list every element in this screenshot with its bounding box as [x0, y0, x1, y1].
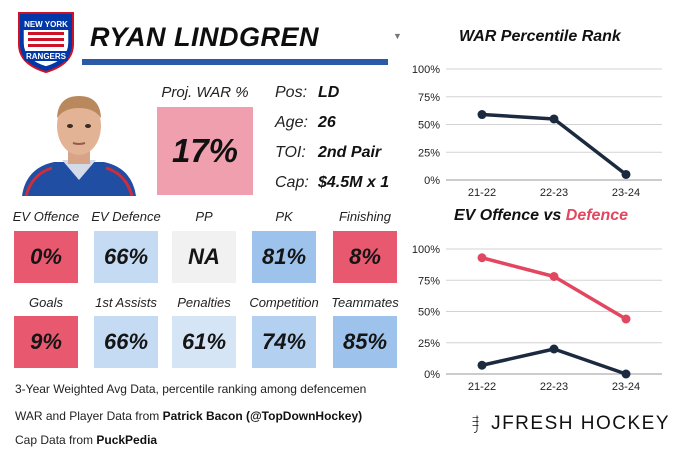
data-point — [549, 344, 559, 354]
stat-finishing: 8% — [333, 231, 397, 283]
brand-text: JFRESH HOCKEY — [491, 413, 670, 434]
y-tick-label: 50% — [418, 120, 440, 132]
x-tick-label: 22-23 — [540, 381, 568, 393]
info-toi: TOI: 2nd Pair — [275, 144, 405, 162]
y-tick-label: 75% — [418, 92, 440, 104]
data-point — [549, 272, 559, 281]
note-prefix: Cap Data from — [15, 433, 97, 447]
stat-ev-offence: 0% — [14, 231, 78, 283]
stat-label: PK — [275, 209, 293, 224]
info-label: Cap: — [275, 174, 309, 191]
stat-label: Finishing — [338, 209, 392, 224]
y-tick-label: 75% — [418, 275, 440, 287]
note-source: Patrick Bacon (@TopDownHockey) — [162, 409, 363, 423]
stat-pk: 81% — [252, 231, 316, 283]
ev-offence-defence-chart: 0% 25% 50% 75% 100% 21-22 22-23 23-24 — [412, 244, 662, 393]
proj-war-value: 17% — [157, 107, 253, 195]
info-label: TOI: — [275, 144, 306, 161]
note-source: PuckPedia — [96, 433, 158, 447]
team-logo: NEW YORK RANGERS — [15, 10, 77, 74]
stat-teammates: 85% — [333, 316, 397, 368]
data-point — [549, 114, 559, 124]
stat-penalties: 61% — [172, 316, 236, 368]
info-pos: Pos: LD — [275, 84, 405, 102]
data-point — [621, 314, 631, 324]
chart-title: WAR Percentile Rank — [459, 28, 621, 45]
x-tick-label: 23-24 — [612, 187, 640, 199]
info-age: Age: 26 — [275, 114, 405, 132]
name-underline — [82, 59, 388, 65]
y-tick-label: 100% — [412, 64, 440, 76]
y-tick-label: 100% — [412, 244, 440, 256]
info-label: Pos: — [275, 84, 308, 101]
chart-title-part: Defence — [565, 207, 629, 224]
stat-label: PP — [195, 209, 213, 224]
info-cap: Cap: $4.5M x 1 — [275, 174, 405, 192]
data-point — [477, 110, 487, 120]
player-headshot — [18, 88, 140, 197]
war-percentile-chart: 0% 25% 50% 75% 100% 21-22 22-23 23-24 — [412, 64, 662, 199]
x-tick-label: 21-22 — [468, 187, 496, 199]
chart-title: EV Offence vs Defence — [454, 207, 628, 225]
note-cap-source: Cap Data from PuckPedia — [15, 433, 157, 447]
stat-label: 1st Assists — [95, 295, 157, 310]
jfresh-logo-icon — [472, 415, 479, 433]
note-war-source: WAR and Player Data from Patrick Bacon (… — [15, 409, 362, 423]
chevron-down-icon[interactable]: ▼ — [393, 31, 402, 41]
info-label: Age: — [275, 114, 308, 131]
stat-goals: 9% — [14, 316, 78, 368]
series-line-0 — [481, 112, 628, 176]
logo-text-bottom: RANGERS — [26, 52, 67, 61]
stat-label: EV Defence — [91, 209, 161, 224]
data-point — [621, 169, 631, 179]
chart-title-part: EV Offence — [454, 207, 540, 224]
stat-label: Competition — [249, 295, 319, 310]
y-tick-label: 50% — [418, 307, 440, 319]
chart-title-part: vs — [539, 207, 566, 224]
stat-competition: 74% — [252, 316, 316, 368]
data-point — [477, 253, 487, 263]
note-methodology: 3-Year Weighted Avg Data, percentile ran… — [15, 382, 367, 396]
info-value: LD — [318, 84, 340, 101]
info-value: 26 — [318, 114, 336, 131]
series-line-0 — [481, 256, 627, 321]
stat-label: Goals — [29, 295, 63, 310]
x-tick-label: 21-22 — [468, 381, 496, 393]
note-prefix: WAR and Player Data from — [15, 409, 163, 423]
stat-label: Teammates — [331, 295, 399, 310]
y-tick-label: 25% — [418, 338, 440, 350]
proj-war-label: Proj. WAR % — [161, 84, 249, 101]
y-tick-label: 25% — [418, 147, 440, 159]
info-value: $4.5M x 1 — [318, 174, 390, 191]
player-name: RYAN LINDGREN — [90, 22, 320, 52]
stat-1st-assists: 66% — [94, 316, 158, 368]
data-point — [621, 369, 631, 379]
logo-text-top: NEW YORK — [24, 20, 68, 29]
info-value: 2nd Pair — [318, 144, 382, 161]
y-tick-label: 0% — [424, 369, 440, 381]
x-tick-label: 22-23 — [540, 187, 568, 199]
stat-label: Penalties — [177, 295, 231, 310]
x-tick-label: 23-24 — [612, 381, 640, 393]
brand: JFRESH HOCKEY — [470, 404, 670, 444]
data-point — [477, 360, 487, 370]
stat-ev-defence: 66% — [94, 231, 158, 283]
stat-label: EV Offence — [12, 209, 80, 224]
y-tick-label: 0% — [424, 175, 440, 187]
stat-pp: NA — [172, 231, 236, 283]
